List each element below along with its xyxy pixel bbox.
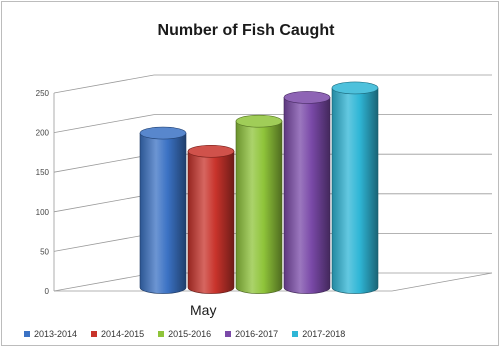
bar-cylinder-top bbox=[187, 145, 235, 158]
gridline-depth bbox=[53, 114, 155, 133]
bar-cylinder bbox=[235, 120, 283, 294]
bar-cylinder bbox=[187, 151, 235, 294]
gridline-depth bbox=[53, 272, 155, 292]
y-tick-label: 50 bbox=[40, 247, 49, 256]
bar-cylinder bbox=[283, 97, 331, 294]
legend-label: 2017-2018 bbox=[302, 329, 346, 339]
y-tick-label: 250 bbox=[36, 89, 50, 98]
y-tick-label: 200 bbox=[36, 129, 50, 138]
y-tick-label: 100 bbox=[36, 208, 50, 217]
legend-item: 2016-2017 bbox=[225, 329, 278, 339]
legend-item: 2013-2014 bbox=[24, 329, 77, 339]
legend-swatch bbox=[158, 331, 165, 337]
legend-swatch bbox=[91, 331, 98, 337]
gridline-depth bbox=[53, 153, 155, 173]
legend-item: 2015-2016 bbox=[158, 329, 211, 339]
legend-swatch bbox=[24, 331, 30, 337]
legend-swatch bbox=[292, 331, 299, 337]
bar-cylinder-top bbox=[139, 126, 187, 140]
bar-cylinder-top bbox=[235, 114, 283, 128]
legend-item: 2014-2015 bbox=[91, 329, 144, 339]
legend-item: 2017-2018 bbox=[292, 329, 345, 339]
legend-label: 2015-2016 bbox=[168, 329, 212, 339]
gridline-depth bbox=[53, 233, 155, 252]
legend-label: 2013-2014 bbox=[34, 329, 78, 339]
bar-cylinder bbox=[331, 87, 379, 294]
y-tick-label: 0 bbox=[45, 287, 50, 296]
bar-cylinder-top bbox=[331, 81, 379, 95]
legend-label: 2014-2015 bbox=[101, 329, 145, 339]
chart-title: Number of Fish Caught bbox=[157, 22, 335, 39]
legend-label: 2016-2017 bbox=[235, 329, 279, 339]
bar-cylinder bbox=[139, 132, 187, 294]
bar-cylinder-top bbox=[283, 91, 331, 104]
y-tick-label: 150 bbox=[36, 168, 50, 177]
legend: 2013-2014 2014-2015 2015-2016 2016-2017 … bbox=[24, 329, 359, 339]
legend-swatch bbox=[225, 331, 232, 337]
gridline-depth bbox=[53, 193, 155, 213]
category-label-may: May bbox=[190, 302, 217, 318]
floor-right-edge bbox=[391, 272, 493, 292]
gridline-depth bbox=[53, 74, 155, 94]
